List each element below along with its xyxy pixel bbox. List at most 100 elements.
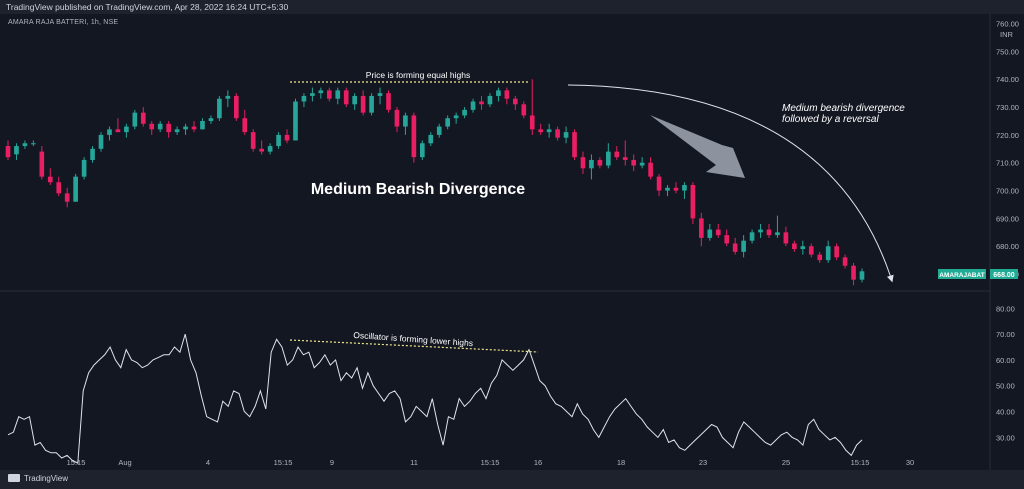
candle-body [267,146,273,152]
candle-body [487,95,493,105]
price-tick-5: 710.00 [996,159,1019,168]
candle-body [98,134,104,149]
candle-body [208,118,214,121]
candle-body [842,257,848,266]
candle-body [394,109,400,127]
tradingview-logo-icon [8,474,20,482]
candle-body [597,159,603,166]
candle-body [107,129,112,135]
candle-body [217,98,222,119]
time-tick-4: 9 [330,458,334,467]
last-price-tag-symbol: AMARAJABAT [939,272,984,279]
candle-body [732,243,738,252]
candle-body [825,246,831,261]
candle-body [665,187,670,191]
candle-body [64,193,70,202]
candle-body [834,246,839,258]
time-tick-5: 11 [410,458,418,467]
candle-body [157,123,163,130]
candle-body [622,157,628,160]
lower-highs-label: Oscillator is forming lower highs [353,330,473,348]
price-tick-3: 730.00 [996,103,1019,112]
time-tick-8: 18 [617,458,625,467]
candle-body [293,101,298,141]
candle-body [360,95,366,113]
candle-body [639,162,645,166]
candle-body [470,101,476,110]
time-tick-11: 15:15 [851,458,870,467]
candle-body [73,176,78,202]
candle-body [715,229,721,236]
publish-text: TradingView published on TradingView.com… [6,2,289,12]
candle-body [513,98,518,105]
candle-body [699,218,704,238]
candle-body [14,146,19,155]
time-axis: 15:15 Aug 4 15:15 9 11 15:15 16 18 23 25 15:15 30 [67,458,915,467]
candle-body [166,123,171,133]
divergence-title: Medium Bearish Divergence [311,181,525,198]
candle-body [377,93,383,96]
candle-body [648,162,653,177]
candle-body [183,126,188,130]
candle-body [631,159,637,166]
candle-body [758,229,763,233]
candle-body [749,232,755,241]
candle-body [149,123,155,130]
candle-body [174,129,180,133]
time-tick-9: 23 [699,458,707,467]
candle-body [724,235,730,244]
lower-highs-line [289,339,539,353]
candle-body [546,129,552,133]
candle-body [132,112,138,127]
oscillator-line [7,333,863,464]
candle-body [250,132,256,149]
footer-bar [0,470,1024,489]
tradingview-logo: TradingView [8,474,68,483]
candle-body [411,115,417,158]
candle-body [859,271,865,280]
candle-body [606,151,611,166]
candle-body [301,95,307,102]
candle-body [335,90,341,99]
candle-body [56,182,62,194]
candle-body [851,265,856,280]
price-tick-4: 720.00 [996,131,1019,140]
candle-body [343,90,349,105]
candle-body [386,93,391,110]
candle-body [47,176,53,183]
price-tick-6: 700.00 [996,187,1019,196]
candle-body [707,229,713,238]
last-price-tag-value-bg [990,269,1018,279]
time-tick-10: 25 [782,458,790,467]
last-price-tag-symbol-bg [938,269,986,279]
candlestick-series [5,79,865,286]
symbol-legend: AMARA RAJA BATTERI, 1h, NSE [8,19,119,26]
candle-body [445,118,451,127]
candle-body [572,132,577,158]
candle-body [766,229,772,236]
candle-body [140,112,146,124]
candle-body [817,254,823,261]
equal-highs-label: Price is forming equal highs [366,70,470,80]
candle-body [521,104,527,116]
candle-body [191,126,197,130]
candle-body [233,95,239,119]
price-tick-2: 740.00 [996,75,1019,84]
price-tick-7: 690.00 [996,214,1019,223]
candle-body [775,232,780,236]
candle-body [808,246,814,255]
candle-body [496,90,501,96]
candle-body [563,132,569,138]
candle-body [436,126,442,135]
candle-body [310,93,315,96]
price-axis: 760.00 750.00 740.00 730.00 720.00 710.00 700.… [996,20,1019,280]
candle-body [90,148,95,160]
candle-body [419,143,425,158]
candle-body [81,159,87,177]
candle-body [5,146,11,158]
reversal-note-line-1: Medium bearish divergence [782,103,905,114]
candle-body [39,151,45,177]
candle-body [403,115,408,127]
candle-body [31,143,36,145]
